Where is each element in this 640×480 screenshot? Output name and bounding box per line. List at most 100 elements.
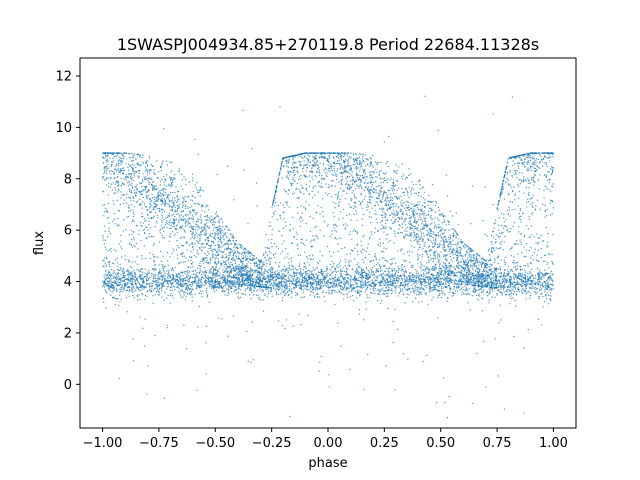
data-point (167, 294, 169, 297)
data-point (278, 271, 280, 274)
data-point (136, 200, 139, 202)
data-point (431, 217, 433, 219)
data-point (355, 180, 357, 183)
data-point (379, 267, 382, 270)
data-point (411, 224, 413, 226)
data-point (374, 189, 376, 191)
data-point (142, 222, 144, 224)
data-point (402, 174, 405, 176)
data-point (233, 284, 236, 286)
data-point (130, 197, 132, 199)
data-point (424, 250, 426, 252)
data-point (306, 282, 308, 285)
data-point (301, 212, 303, 214)
data-point (196, 233, 198, 235)
data-point (254, 258, 256, 260)
data-point (226, 266, 228, 268)
data-point (382, 272, 385, 275)
data-point (326, 245, 329, 248)
data-point (206, 254, 208, 257)
data-point (181, 277, 183, 280)
data-point (154, 263, 157, 265)
data-point (428, 282, 430, 284)
data-point (140, 221, 142, 224)
data-point (199, 284, 201, 286)
data-point (512, 281, 514, 284)
data-point (154, 269, 156, 272)
data-point (158, 264, 160, 266)
data-point (441, 277, 444, 280)
data-point (396, 275, 399, 277)
data-point (223, 274, 225, 276)
data-point (492, 236, 495, 239)
data-point (334, 229, 336, 232)
data-point (306, 288, 308, 290)
data-point (220, 265, 222, 267)
data-point (259, 277, 261, 279)
data-point (449, 277, 452, 279)
data-point (178, 203, 181, 205)
data-point (517, 274, 520, 276)
data-point (205, 230, 207, 232)
data-point (535, 281, 537, 284)
data-point (481, 310, 484, 312)
data-point (306, 255, 308, 258)
data-point (357, 286, 360, 288)
data-point (467, 256, 469, 259)
data-point (125, 163, 127, 165)
data-point (289, 230, 291, 232)
data-point (455, 264, 458, 267)
data-point (151, 275, 153, 277)
data-point (201, 271, 204, 273)
data-point (458, 277, 460, 279)
data-point (335, 193, 337, 196)
data-point (461, 293, 463, 296)
data-point (325, 270, 328, 272)
data-point (513, 284, 515, 287)
data-point (354, 270, 356, 272)
data-point (155, 205, 157, 207)
data-point (402, 202, 404, 205)
data-point (386, 281, 388, 283)
data-point (105, 248, 107, 250)
data-point (287, 253, 289, 255)
data-point (154, 198, 156, 201)
data-point (348, 169, 351, 171)
data-point (232, 256, 234, 259)
data-point (434, 200, 437, 203)
data-point (408, 208, 411, 211)
data-point (282, 227, 285, 229)
data-point (115, 259, 117, 261)
data-point (526, 154, 529, 157)
data-point (322, 198, 324, 200)
data-point (435, 237, 437, 239)
data-point (313, 159, 315, 161)
data-point (402, 271, 404, 273)
data-point (404, 285, 406, 287)
data-point (360, 245, 363, 247)
data-point (169, 277, 172, 279)
data-point (270, 252, 272, 254)
data-point (476, 262, 479, 264)
data-point (536, 291, 538, 294)
data-point (157, 191, 159, 194)
data-point (188, 284, 190, 287)
data-point (174, 286, 176, 288)
data-point (113, 160, 115, 162)
data-point (142, 327, 144, 329)
data-point (114, 273, 117, 275)
data-point (390, 228, 393, 230)
data-point (200, 249, 203, 251)
data-point (348, 203, 350, 206)
data-point (245, 288, 247, 290)
data-point (131, 184, 133, 187)
data-point (335, 231, 338, 233)
data-point (424, 220, 427, 223)
data-point (192, 270, 195, 272)
data-point (245, 284, 247, 286)
data-point (168, 206, 170, 208)
data-point (539, 167, 541, 169)
data-point (169, 289, 172, 291)
data-point (208, 253, 210, 255)
data-point (161, 287, 163, 289)
